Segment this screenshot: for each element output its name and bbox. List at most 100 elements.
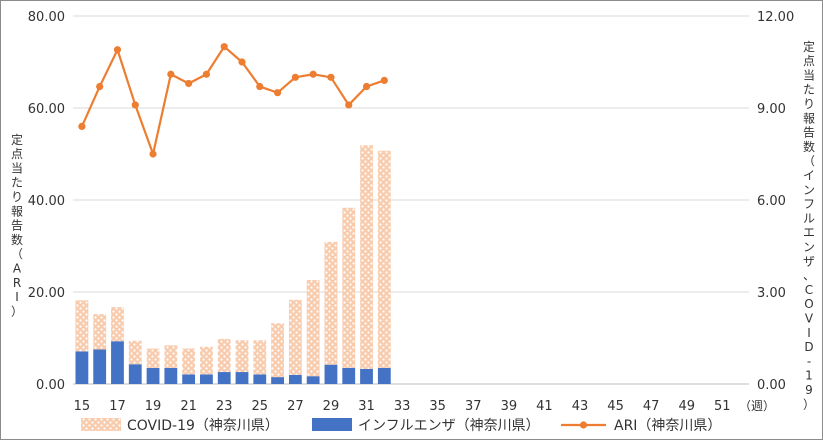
y-right-tick-label: 12.00 <box>757 10 794 25</box>
axis-title-char: D <box>804 340 813 354</box>
x-tick-label: 37 <box>465 399 482 414</box>
legend-label-covid19: COVID-19（神奈川県） <box>127 418 279 434</box>
axis-title-char: ） <box>803 397 815 411</box>
ari-point <box>185 79 193 88</box>
bar-covid19 <box>235 340 249 373</box>
bar-influenza <box>128 364 142 384</box>
ari-point <box>220 43 228 51</box>
bar-covid19 <box>200 346 213 375</box>
axis-title-char: 報 <box>803 111 815 125</box>
x-tick-label: 15 <box>74 399 91 414</box>
ari-point <box>149 150 157 158</box>
x-axis-unit: （週） <box>739 399 775 413</box>
ari-point <box>309 70 317 78</box>
x-tick-label: 41 <box>536 399 553 414</box>
axis-title-char: V <box>805 312 814 326</box>
axis-title-char: 報 <box>11 204 23 218</box>
axis-title-char: た <box>11 176 23 190</box>
bar-influenza <box>306 376 320 384</box>
legend-label-ari: ARI（神奈川県） <box>614 418 721 434</box>
y-right-tick-label: 3.00 <box>757 286 786 301</box>
legend-label-influenza: インフルエンザ（神奈川県） <box>358 418 540 434</box>
axis-title-char: （ <box>803 154 815 168</box>
x-tick-label: 47 <box>643 399 660 414</box>
axis-title-char: C <box>805 283 813 297</box>
x-tick-label: 25 <box>252 399 269 414</box>
bar-influenza <box>111 341 124 384</box>
x-tick-label: 43 <box>572 399 589 414</box>
bars-layer <box>75 145 391 384</box>
x-tick-label: 29 <box>323 399 340 414</box>
legend: COVID-19（神奈川県） インフルエンザ（神奈川県） ARI（神奈川県） <box>81 418 721 434</box>
axis-title-char: り <box>11 190 23 204</box>
legend-swatch-influenza <box>312 418 352 431</box>
axis-title-char: ） <box>11 304 23 318</box>
bar-covid19 <box>182 348 196 375</box>
y-right-tick-label: 9.00 <box>757 102 786 117</box>
bar-influenza <box>342 367 356 384</box>
axis-title-char: り <box>803 97 815 111</box>
x-tick-label: 51 <box>714 399 731 414</box>
axis-title-char: イ <box>803 169 815 183</box>
axis-layer: 0.00 0.00 20.00 3.00 40.00 6.00 60.00 9.00 80.00… <box>11 10 815 414</box>
x-tick-label: 27 <box>287 399 304 414</box>
ari-point <box>96 82 104 91</box>
ari-point <box>345 101 353 109</box>
bar-covid19 <box>271 323 284 378</box>
ari-point <box>113 46 122 54</box>
x-tick-label: 35 <box>429 399 446 414</box>
axis-title-char: 当 <box>11 161 23 175</box>
axis-title-char: 告 <box>803 126 815 140</box>
bar-influenza <box>271 377 284 384</box>
bar-covid19 <box>253 340 267 375</box>
x-tick-label: 39 <box>501 399 518 414</box>
bar-covid19 <box>111 307 124 342</box>
axis-title-char: 定 <box>803 39 815 54</box>
axis-title-char: ン <box>803 183 815 197</box>
y-right-tick-label: 0.00 <box>757 378 786 393</box>
x-tick-label: 45 <box>607 399 624 414</box>
ari-point <box>362 82 371 91</box>
bar-influenza <box>288 374 302 384</box>
axis-title-char: ル <box>803 211 815 225</box>
y-right-tick-label: 6.00 <box>757 194 786 209</box>
axis-title-char: I <box>807 326 811 340</box>
bar-influenza <box>200 374 213 384</box>
axis-title-char: - <box>807 354 811 368</box>
ari-point <box>131 101 139 109</box>
axis-title-char: （ <box>11 247 23 261</box>
bar-covid19 <box>75 300 89 352</box>
x-tick-label: 21 <box>180 399 197 414</box>
bar-influenza <box>324 364 338 384</box>
x-tick-label: 31 <box>358 399 375 414</box>
ari-point <box>256 82 264 91</box>
ari-point <box>78 122 86 130</box>
ari-point <box>202 70 211 78</box>
x-tick-label: 19 <box>145 399 162 414</box>
axis-title-char: エ <box>803 226 815 240</box>
axis-title-char: 告 <box>11 219 23 233</box>
axis-title-char: フ <box>803 197 815 211</box>
x-tick-label: 17 <box>109 399 126 414</box>
bar-covid19 <box>288 299 302 375</box>
bar-covid19 <box>324 241 338 365</box>
axis-title-char: R <box>13 276 21 290</box>
axis-title-char: ン <box>803 240 815 254</box>
axis-title-char: 点 <box>803 54 815 68</box>
bar-influenza <box>377 367 391 384</box>
bar-covid19 <box>217 338 231 373</box>
ari-point <box>327 73 335 81</box>
axis-title-char: 、 <box>803 269 815 283</box>
axis-title-char: 1 <box>805 369 813 383</box>
bar-covid19 <box>93 314 107 350</box>
axis-title-char: 定 <box>11 132 23 147</box>
legend-swatch-ari-marker <box>579 421 588 429</box>
ari-point <box>273 89 282 97</box>
bar-influenza <box>93 349 107 384</box>
y-left-tick-label: 80.00 <box>28 10 65 25</box>
bar-influenza <box>164 367 178 384</box>
ari-point <box>238 58 246 66</box>
ari-line <box>80 45 385 158</box>
x-tick-label: 33 <box>394 399 411 414</box>
